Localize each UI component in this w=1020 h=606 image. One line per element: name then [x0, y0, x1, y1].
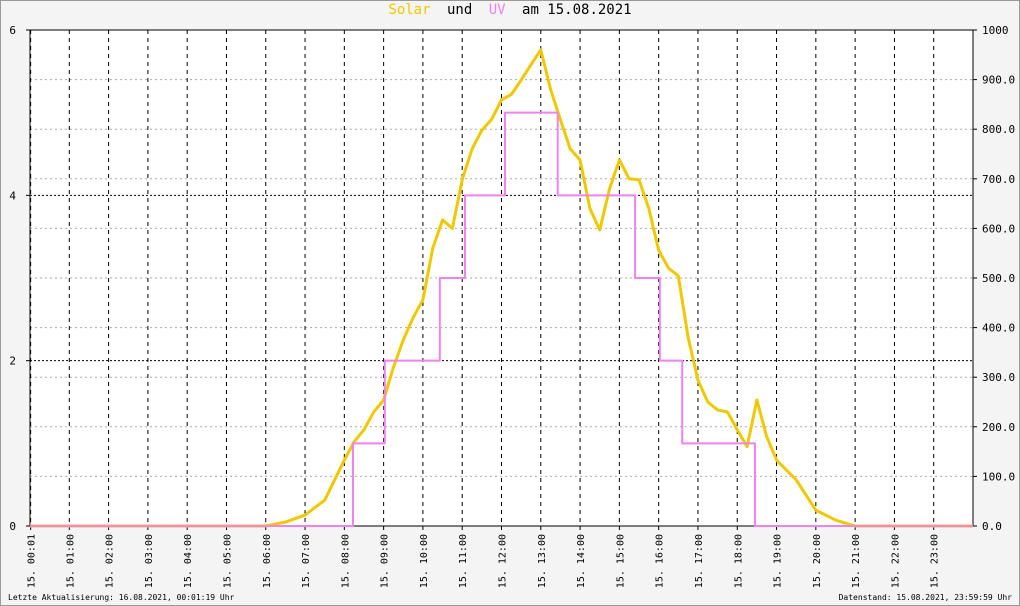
y2-tick-label: 0.0: [982, 520, 1002, 533]
y2-tick-label: 800.0: [982, 123, 1015, 136]
title-part: UV: [489, 2, 506, 18]
x-tick-label: 15. 14:00: [576, 534, 587, 588]
series-line: [30, 111, 973, 527]
x-tick-label: 15. 19:00: [773, 534, 784, 588]
y2-tick-label: 600.0: [982, 222, 1015, 235]
footer-left: Letzte Aktualisierung: 16.08.2021, 00:01…: [8, 593, 235, 602]
x-tick-label: 15. 00:01: [27, 534, 38, 588]
x-tick-label: 15. 12:00: [498, 534, 509, 588]
x-tick-label: 15. 08:00: [340, 534, 351, 588]
y-tick-label: 2: [9, 355, 16, 368]
y-tick-label: 0: [9, 520, 16, 533]
x-tick-label: 15. 07:00: [301, 534, 312, 588]
x-tick-label: 15. 06:00: [262, 534, 273, 588]
series-line: [30, 48, 973, 528]
y2-tick-label: 700.0: [982, 173, 1015, 186]
x-tick-label: 15. 17:00: [694, 534, 705, 588]
y2-tick-label: 400.0: [982, 322, 1015, 335]
x-tick-label: 15. 16:00: [655, 534, 666, 588]
y-tick-label: 4: [9, 189, 16, 202]
x-tick-label: 15. 22:00: [890, 534, 901, 588]
x-tick-label: 15. 13:00: [537, 534, 548, 588]
y2-tick-label: 900.0: [982, 74, 1015, 87]
x-tick-label: 15. 21:00: [851, 534, 862, 588]
y2-tick-label: 300.0: [982, 371, 1015, 384]
x-tick-label: 15. 01:00: [65, 534, 76, 588]
title-part: am 15.08.2021: [522, 2, 632, 18]
title-part: Solar: [388, 2, 430, 18]
chart-title: Solar und UV am 15.08.2021: [388, 2, 631, 18]
y2-tick-label: 200.0: [982, 421, 1015, 434]
y2-tick-label: 100.0: [982, 470, 1015, 483]
x-tick-label: 15. 23:00: [930, 534, 941, 588]
x-tick-label: 15. 04:00: [183, 534, 194, 588]
x-tick-label: 15. 15:00: [615, 534, 626, 588]
footer-right: Datenstand: 15.08.2021, 23:59:59 Uhr: [839, 593, 1013, 602]
plot-border: [29, 29, 974, 527]
x-tick-label: 15. 03:00: [144, 534, 155, 588]
title-part: und: [447, 2, 472, 18]
x-tick-label: 15. 20:00: [812, 534, 823, 588]
x-tick-label: 15. 09:00: [380, 534, 391, 588]
y-tick-label: 6: [9, 24, 16, 37]
x-tick-label: 15. 18:00: [733, 534, 744, 588]
x-tick-label: 15. 11:00: [458, 534, 469, 588]
x-tick-label: 15. 10:00: [419, 534, 430, 588]
y2-tick-label: 1000: [982, 24, 1009, 37]
y2-tick-label: 500.0: [982, 272, 1015, 285]
x-tick-label: 15. 05:00: [222, 534, 233, 588]
x-tick-label: 15. 02:00: [105, 534, 116, 588]
